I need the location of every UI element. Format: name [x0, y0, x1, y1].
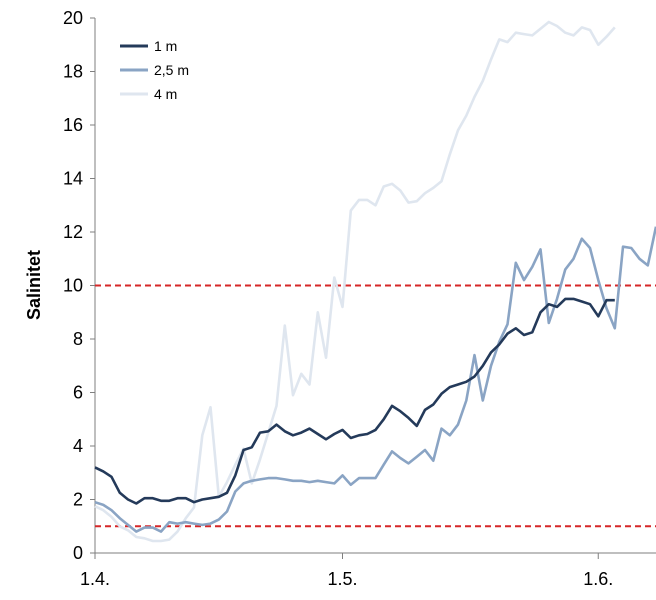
y-tick-label: 8: [73, 329, 83, 349]
y-tick-label: 4: [73, 436, 83, 456]
x-tick-label: 1.4.: [80, 569, 110, 589]
data-series: [94, 20, 656, 543]
y-tick-label: 14: [63, 169, 83, 189]
legend-label: 2,5 m: [154, 62, 189, 78]
legend-label: 4 m: [154, 86, 177, 102]
y-tick-label: 0: [73, 543, 83, 563]
x-tick-labels: 1.4. 1.5. 1.6.: [80, 553, 613, 589]
x-tick-label: 1.5.: [327, 569, 357, 589]
y-tick-label: 6: [73, 383, 83, 403]
series-line-2: [94, 20, 616, 543]
x-tick-label: 1.6.: [583, 569, 613, 589]
legend: 1 m 2,5 m 4 m: [120, 38, 189, 102]
y-axis-label: Salinitet: [24, 250, 44, 320]
y-tick-label: 18: [63, 62, 83, 82]
y-tick-label: 12: [63, 222, 83, 242]
series-line-1: [94, 226, 656, 533]
y-tick-label: 20: [63, 8, 83, 28]
reference-lines: [95, 284, 656, 528]
y-tick-label: 2: [73, 490, 83, 510]
y-tick-label: 16: [63, 115, 83, 135]
y-tick-labels: 0 2 4 6 8 10 12 14 16 18 20: [63, 8, 95, 563]
y-tick-label: 10: [63, 276, 83, 296]
legend-label: 1 m: [154, 38, 177, 54]
series-line-0: [94, 297, 615, 505]
